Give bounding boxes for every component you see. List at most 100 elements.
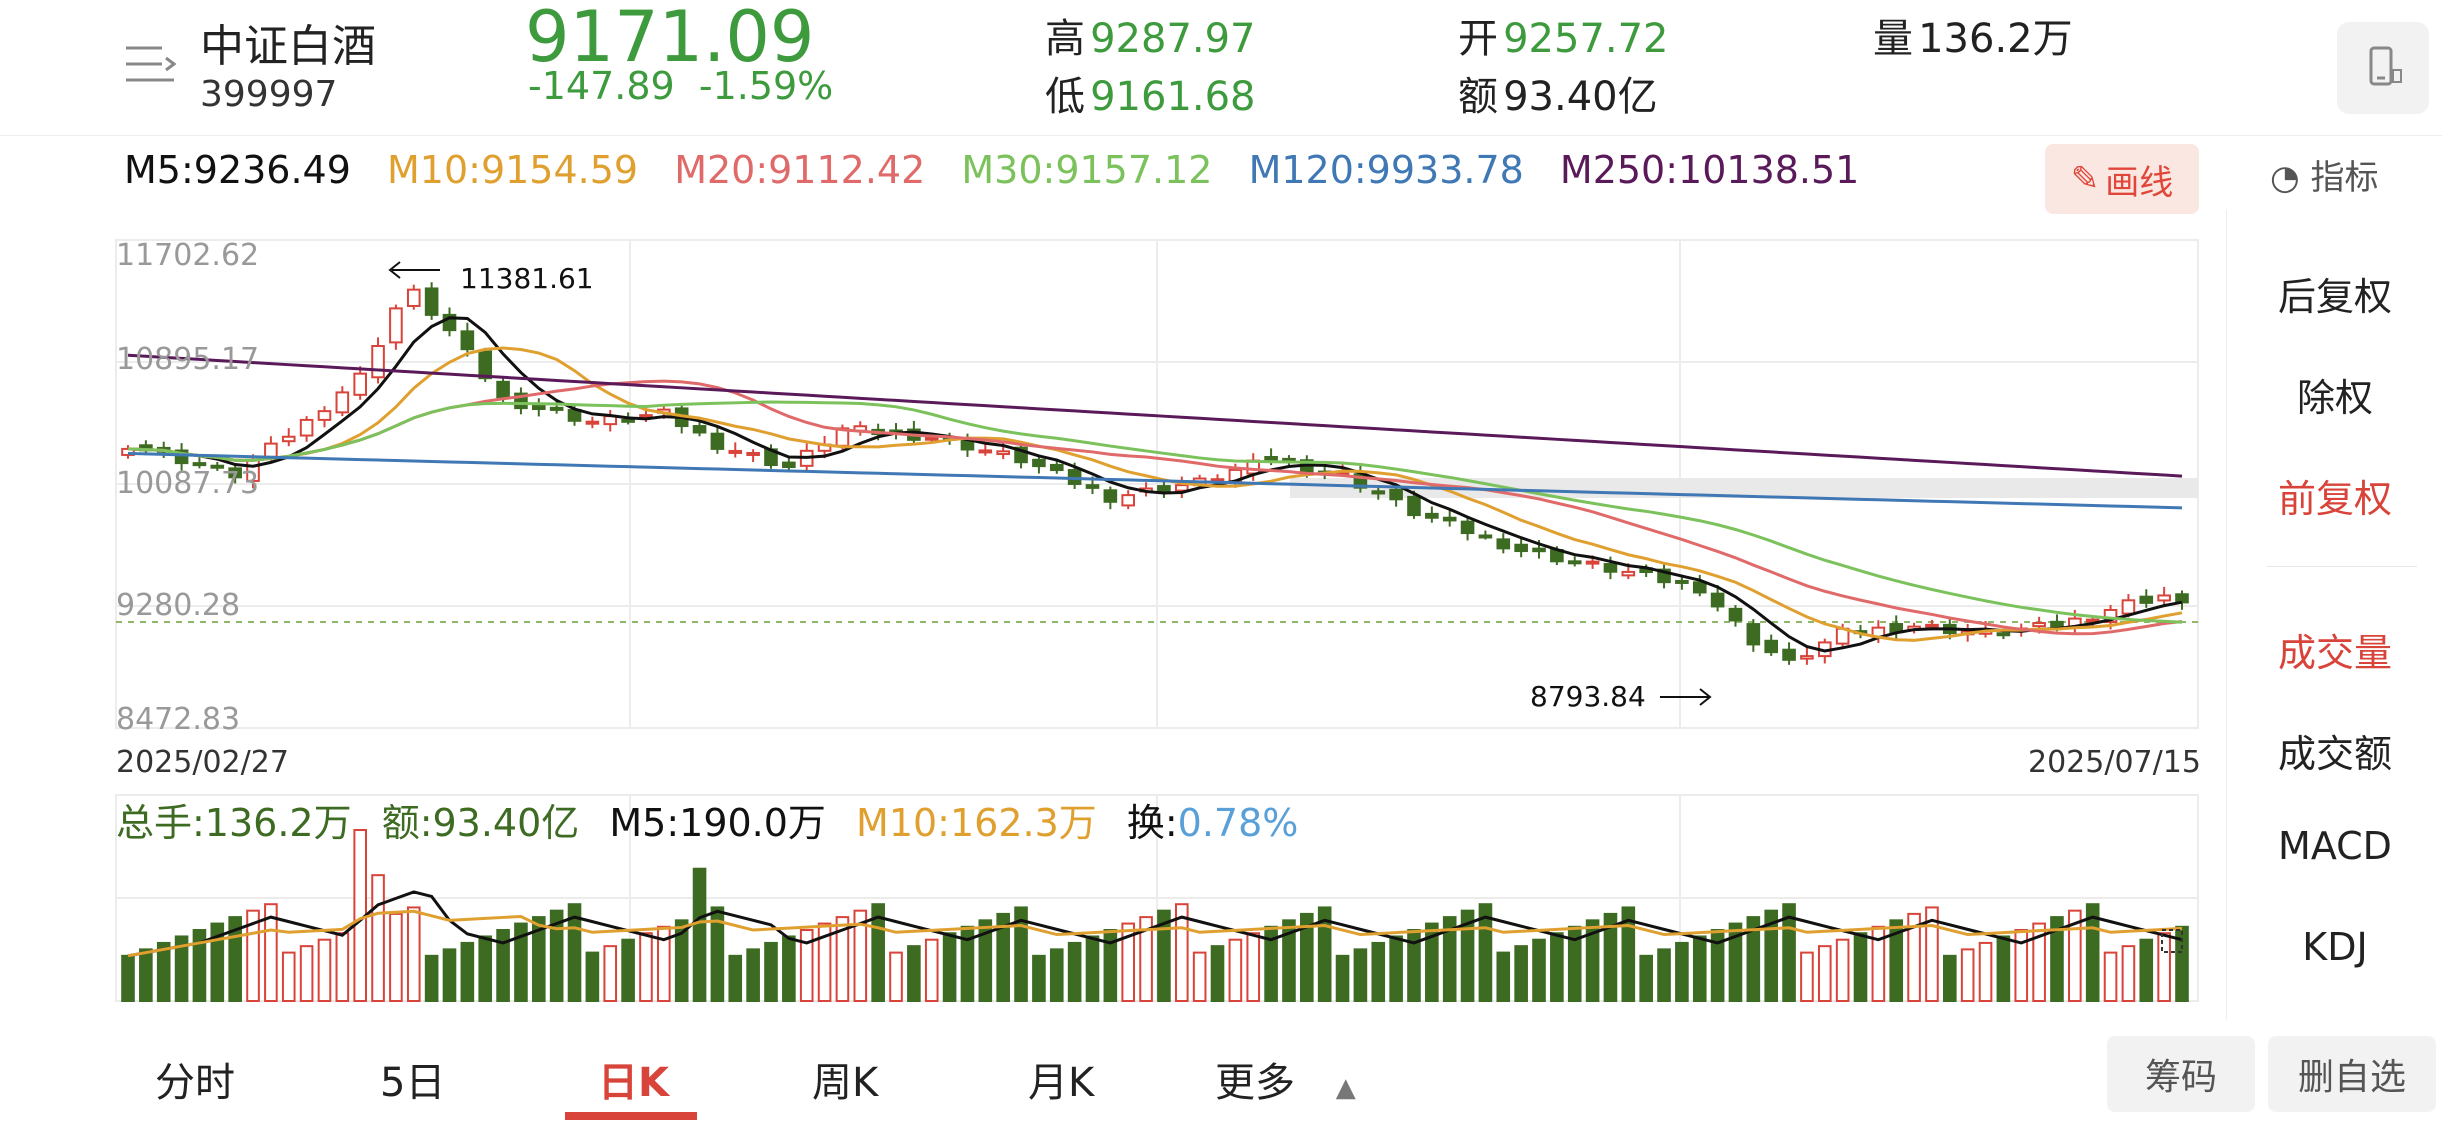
volume-bar (1264, 925, 1278, 1003)
ma120-line (127, 451, 2183, 510)
volume-bar (317, 938, 332, 1003)
ma5-line (127, 316, 2183, 653)
tab-daily-k[interactable]: 日K (598, 1060, 669, 1106)
candle-body (281, 435, 296, 443)
ma250-label: M250:10138.51 (1559, 148, 1860, 192)
candle-body (514, 392, 528, 410)
tab-more[interactable]: 更多 ▲ (1215, 1050, 1356, 1108)
tab-weekly-k[interactable]: 周K (812, 1060, 879, 1106)
price-axis-bottom: 8472.83 (116, 702, 241, 737)
volume-bars (121, 829, 2189, 1003)
volume-bar (156, 941, 171, 1002)
amount-value: 93.40亿 (1503, 74, 1658, 120)
menu-icon[interactable] (122, 40, 178, 88)
stock-name: 中证白酒 (200, 21, 376, 72)
volume-bar (531, 916, 546, 1003)
candle-body (2175, 593, 2189, 604)
candle-body (317, 410, 332, 421)
high-annotation: 11381.61 (388, 261, 594, 295)
volume-bar (371, 874, 385, 1002)
tab-intraday[interactable]: 分时 (155, 1060, 235, 1106)
candle-body (1049, 463, 1064, 472)
volume-bar (1496, 951, 1511, 1002)
volume-bar (924, 938, 939, 1003)
volume-bar (139, 948, 153, 1003)
volume-bar (1978, 941, 1993, 1002)
stock-code: 399997 (200, 74, 338, 115)
open-label: 开 (1458, 16, 1498, 62)
side-item-pre-adjusted[interactable]: 前复权 (2277, 477, 2392, 521)
volume-bar (1800, 951, 1814, 1002)
total-amount: 额:93.40亿 (381, 801, 580, 845)
amount-stat: 额 93.40亿 (1458, 64, 1658, 122)
candle-body (710, 432, 725, 450)
tab-monthly-k[interactable]: 月K (1028, 1060, 1095, 1106)
volume-legend: 总手:136.2万 额:93.40亿 M5:190.0万 M10:162.3万 … (116, 792, 1316, 847)
volume-bar (2014, 929, 2029, 1002)
volume-bar (2050, 916, 2064, 1003)
volume-bar (1675, 941, 1689, 1002)
candle-body (174, 449, 189, 465)
candle-body (728, 449, 743, 454)
volume-bar (585, 951, 600, 1002)
candle-body (1746, 623, 1761, 646)
tab-5day[interactable]: 5日 (380, 1060, 446, 1106)
volume-bar (764, 941, 778, 1002)
low-annotation: 8793.84 (1530, 680, 1712, 713)
price-axis-top: 11702.62 (116, 238, 260, 273)
side-item-kdj[interactable]: KDJ (2302, 925, 2368, 969)
candle-body (424, 287, 439, 316)
candle-body (1603, 563, 1618, 573)
candle-body (1496, 538, 1511, 550)
volume-bar (907, 945, 921, 1002)
volume-bar (1710, 929, 1725, 1002)
side-item-macd[interactable]: MACD (2278, 824, 2392, 868)
volume-bar (1585, 919, 1600, 1002)
volume-bar (871, 903, 885, 1002)
volume-bar (1317, 906, 1332, 1002)
remove-favorite-button[interactable]: 删自选 (2268, 1036, 2436, 1112)
candle-body (1996, 632, 2011, 637)
candle-body (335, 391, 350, 414)
volume-bar (1478, 903, 1493, 1002)
volume-bar (1639, 954, 1653, 1003)
volume-bar (299, 945, 314, 1002)
volume-bar (1032, 954, 1046, 1003)
side-item-volume[interactable]: 成交量 (2277, 631, 2392, 675)
volume-bar (799, 929, 814, 1002)
high-stat: 高 9287.97 (1045, 6, 1256, 64)
chips-button[interactable]: 筹码 (2107, 1036, 2255, 1112)
side-item-ex-rights[interactable]: 除权 (2296, 376, 2373, 420)
kline-chart[interactable]: 11381.61 8793.84 (0, 0, 2230, 1030)
price-axis-mid-high: 10895.17 (116, 342, 260, 377)
side-item-amount[interactable]: 成交额 (2277, 732, 2392, 776)
price-grid (115, 239, 2199, 1002)
ma-legend: M5:9236.49 M10:9154.59 M20:9112.42 M30:9… (124, 148, 1883, 192)
quote-header (0, 0, 2442, 136)
volume-bar (1782, 903, 1796, 1002)
side-item-post-adjusted[interactable]: 后复权 (2277, 275, 2392, 319)
volume-bar (281, 951, 296, 1002)
volume-bar (1442, 916, 1457, 1003)
volume-bar (1174, 903, 1189, 1002)
draw-line-button[interactable]: ✎ 画线 (2045, 144, 2199, 214)
volume-bar (1692, 935, 1707, 1002)
ma30-line (127, 400, 2183, 624)
candle-body (2085, 618, 2100, 623)
ma20-line (127, 379, 2183, 636)
landscape-toggle-button[interactable] (2337, 22, 2429, 114)
volume-bar (1603, 912, 1618, 1002)
turnover-value: 0.78% (1177, 801, 1299, 845)
volume-bar (1657, 948, 1671, 1003)
indicator-button[interactable]: ◔ 指标 (2270, 150, 2378, 199)
candle-body (442, 313, 457, 332)
triangle-up-icon: ▲ (1335, 1073, 1356, 1103)
candle-body (496, 380, 510, 399)
candle-body (1103, 489, 1118, 503)
volume-bar (1085, 935, 1100, 1002)
candle-body (782, 461, 796, 469)
volume-bar (782, 935, 796, 1002)
volume-bar (817, 922, 832, 1002)
candle-body (1174, 484, 1189, 492)
candle-body (210, 464, 225, 469)
